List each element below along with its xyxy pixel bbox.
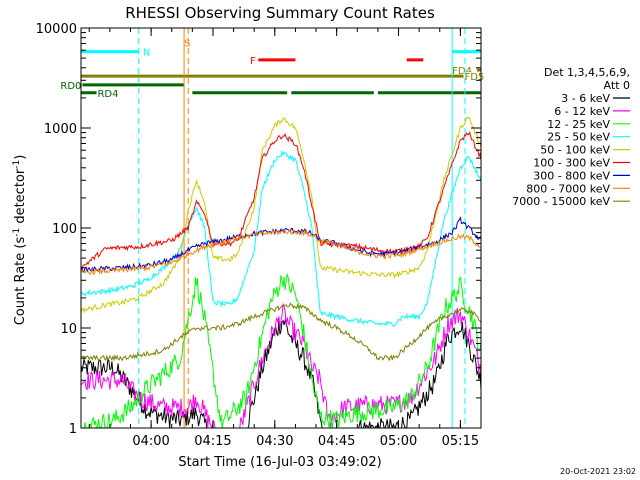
footer-date: 20-Oct-2021 23:02 (560, 467, 636, 476)
y-tick-label-3: 1000 (44, 122, 77, 137)
legend-label-4: 50 - 100 keV (540, 144, 610, 157)
legend-label-8: 7000 - 15000 keV (512, 195, 610, 208)
legend-label-1: 6 - 12 keV (554, 105, 610, 118)
chart-title: RHESSI Observing Summary Count Rates (125, 4, 435, 22)
y-tick-label-2: 100 (52, 222, 77, 237)
interval-label-rd0: RD0 (60, 81, 81, 92)
interval-label-bg-rd0 (59, 80, 83, 92)
x-tick-label-4: 05:00 (380, 434, 417, 449)
legend-header-detectors: Det 1,3,4,5,6,9, (544, 66, 630, 79)
interval-label-bg-fd4 (451, 66, 473, 78)
series-line-6 (81, 216, 481, 273)
x-tick-label-0: 04:00 (132, 434, 169, 449)
y-tick-label-4: 10000 (36, 22, 77, 37)
legend-label-0: 3 - 6 keV (561, 92, 610, 105)
legend-label-7: 800 - 7000 keV (526, 182, 610, 195)
x-tick-label-1: 04:15 (194, 434, 231, 449)
y-tick-label-1: 10 (60, 322, 77, 337)
legend-label-3: 25 - 50 keV (547, 131, 610, 144)
legend-label-2: 12 - 25 keV (547, 118, 610, 131)
y-axis-label: Count Rate (s-1 detector-1) (12, 155, 28, 326)
interval-label-f: F (250, 56, 256, 67)
x-tick-label-5: 05:15 (442, 434, 479, 449)
y-tick-label-0: 1 (69, 422, 77, 437)
interval-label-bg-fd5 (463, 72, 486, 84)
axes-group: 04:00 04:15 04:30 04:45 05:00 05:15 1 10 100 1000… (36, 22, 482, 449)
interval-label-s: S (184, 38, 190, 49)
interval-label-n: N (143, 48, 150, 59)
interval-label-bg-rd4 (96, 88, 120, 100)
interval-label-rd4: RD4 (97, 89, 118, 100)
legend-header-attenuator: Att 0 (604, 79, 630, 92)
x-axis-label: Start Time (16-Jul-03 03:49:02) (178, 455, 381, 470)
legend-label-6: 300 - 800 keV (533, 169, 610, 182)
series-line-7 (81, 228, 481, 276)
series-group (81, 116, 481, 428)
x-tick-label-2: 04:30 (256, 434, 293, 449)
series-line-3 (81, 149, 481, 327)
legend-label-5: 100 - 300 keV (533, 157, 610, 170)
series-line-2 (81, 272, 481, 428)
interval-label-fd5: FD5 (465, 72, 485, 83)
series-line-0 (81, 318, 481, 428)
series-line-5 (81, 130, 481, 271)
interval-label-fd4: FD4 (452, 66, 472, 77)
series-line-4 (81, 116, 481, 314)
series-line-8 (81, 302, 481, 362)
x-tick-label-3: 04:45 (318, 434, 355, 449)
